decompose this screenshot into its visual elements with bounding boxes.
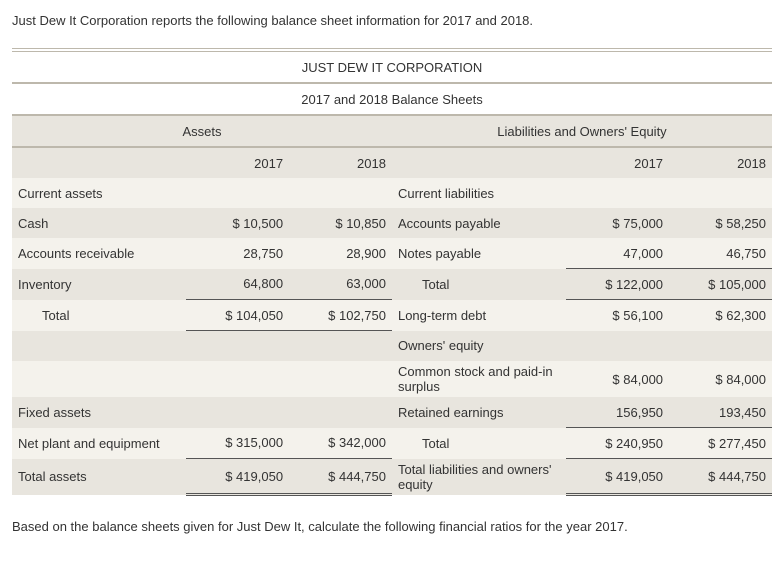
sheet-subtitle: 2017 and 2018 Balance Sheets: [12, 83, 772, 115]
row-total-assets: Total assets: [12, 459, 186, 495]
cash-2017: $ 10,500: [186, 208, 289, 238]
row-owners-eq: Owners' equity: [392, 331, 566, 362]
ltd-2017: $ 56,100: [566, 300, 669, 331]
hdr-liab-2017: 2017: [566, 147, 669, 178]
cl-total-2017: $ 122,000: [566, 269, 669, 300]
re-2018: 193,450: [669, 397, 772, 428]
ca-total-2018: $ 102,750: [289, 300, 392, 331]
hdr-liab-eq: Liabilities and Owners' Equity: [392, 115, 772, 147]
re-2017: 156,950: [566, 397, 669, 428]
npe-2018: $ 342,000: [289, 428, 392, 459]
outro-text: Based on the balance sheets given for Ju…: [12, 518, 772, 536]
intro-text: Just Dew It Corporation reports the foll…: [12, 12, 772, 30]
tle-2017: $ 419,050: [566, 459, 669, 495]
balance-sheet-table: JUST DEW IT CORPORATION 2017 and 2018 Ba…: [12, 48, 772, 496]
company-name: JUST DEW IT CORPORATION: [12, 50, 772, 83]
row-oe-total: Total: [392, 428, 566, 459]
row-inventory: Inventory: [12, 269, 186, 300]
hdr-assets: Assets: [12, 115, 392, 147]
row-total-liab-eq: Total liabilities and owners' equity: [392, 459, 566, 495]
hdr-assets-2017: 2017: [186, 147, 289, 178]
row-fixed-assets: Fixed assets: [12, 397, 186, 428]
row-ltd: Long-term debt: [392, 300, 566, 331]
row-ap: Accounts payable: [392, 208, 566, 238]
ar-2018: 28,900: [289, 238, 392, 269]
row-current-assets: Current assets: [12, 178, 186, 208]
npe-2017: $ 315,000: [186, 428, 289, 459]
ta-2018: $ 444,750: [289, 459, 392, 495]
np-2018: 46,750: [669, 238, 772, 269]
tle-2018: $ 444,750: [669, 459, 772, 495]
cs-2018: $ 84,000: [669, 361, 772, 397]
ltd-2018: $ 62,300: [669, 300, 772, 331]
ca-total-2017: $ 104,050: [186, 300, 289, 331]
row-cl-total: Total: [392, 269, 566, 300]
cash-2018: $ 10,850: [289, 208, 392, 238]
row-np: Notes payable: [392, 238, 566, 269]
np-2017: 47,000: [566, 238, 669, 269]
ap-2017: $ 75,000: [566, 208, 669, 238]
oe-total-2018: $ 277,450: [669, 428, 772, 459]
row-cs: Common stock and paid-in surplus: [392, 361, 566, 397]
ap-2018: $ 58,250: [669, 208, 772, 238]
cs-2017: $ 84,000: [566, 361, 669, 397]
row-npe: Net plant and equipment: [12, 428, 186, 459]
hdr-liab-2018: 2018: [669, 147, 772, 178]
row-re: Retained earnings: [392, 397, 566, 428]
inv-2018: 63,000: [289, 269, 392, 300]
row-current-liab: Current liabilities: [392, 178, 566, 208]
ar-2017: 28,750: [186, 238, 289, 269]
ta-2017: $ 419,050: [186, 459, 289, 495]
row-ca-total: Total: [12, 300, 186, 331]
oe-total-2017: $ 240,950: [566, 428, 669, 459]
row-cash: Cash: [12, 208, 186, 238]
row-ar: Accounts receivable: [12, 238, 186, 269]
inv-2017: 64,800: [186, 269, 289, 300]
cl-total-2018: $ 105,000: [669, 269, 772, 300]
hdr-assets-2018: 2018: [289, 147, 392, 178]
